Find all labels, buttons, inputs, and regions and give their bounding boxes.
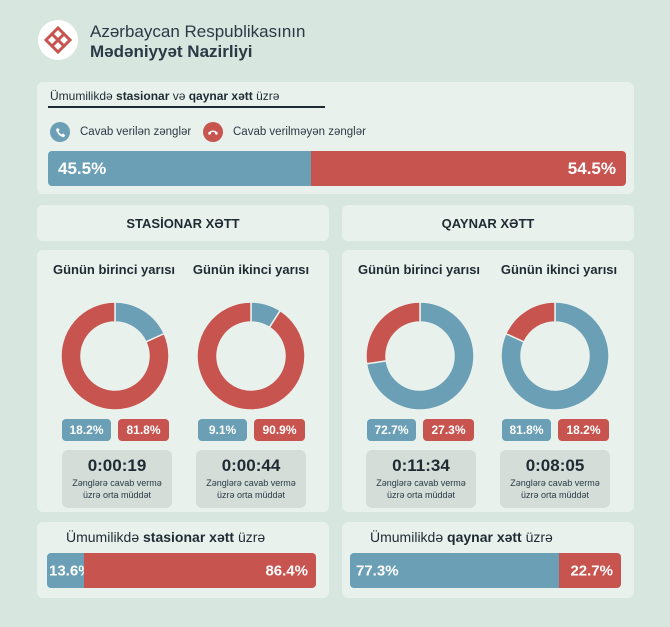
time-caption-line1: Zənglərə cavab vermə (376, 478, 466, 488)
time-caption-line1: Zənglərə cavab vermə (510, 478, 600, 488)
stationary-total-bar: 13.6% 86.4% (47, 553, 316, 588)
hotline-total-title-suffix: üzrə (521, 529, 553, 545)
stationary-total-unanswered-segment: 86.4% (83, 553, 316, 588)
stationary-second-time-box: 0:00:44 Zənglərə cavab vermə üzrə orta m… (196, 450, 306, 508)
stationary-total-answered-label: 13.6% (49, 562, 92, 579)
stationary-total-title-bold: stasionar xətt (143, 529, 235, 545)
overall-title-bold2: qaynar xətt (188, 89, 253, 103)
legend-answered: Cavab verilən zənglər (50, 122, 191, 142)
legend-answered-label: Cavab verilən zənglər (80, 126, 192, 138)
donut-slice-unanswered (504, 301, 556, 343)
time-caption-line1: Zənglərə cavab vermə (72, 478, 162, 488)
stationary-total-title: Ümumilikdə stasionar xətt üzrə (66, 529, 265, 545)
stationary-header-panel (37, 205, 329, 241)
overall-title-mid: və (169, 89, 189, 103)
hotline-column-title: QAYNAR XƏTT (441, 216, 535, 231)
hotline-first-answered-badge: 72.7% (367, 419, 416, 441)
hotline-total-bar: 77.3% 22.7% (350, 553, 621, 588)
donut-slice-unanswered (196, 301, 306, 411)
hotline-first-time: 0:11:34 (392, 456, 450, 475)
overall-answered-segment: 45.5% (48, 151, 311, 186)
hotline-total-title: Ümumilikdə qaynar xətt üzrə (370, 529, 553, 545)
phone-hangup-icon (203, 122, 223, 142)
hotline-second-half-donut (500, 301, 610, 411)
stationary-total-title-prefix: Ümumilikdə (66, 529, 144, 545)
stationary-total-title-suffix: üzrə (234, 529, 266, 545)
hotline-second-half-title: Günün ikinci yarısı (500, 262, 618, 277)
hotline-total-answered-label: 77.3% (356, 562, 399, 579)
header: Azərbaycan Respublikasının Mədəniyyət Na… (38, 14, 638, 68)
overall-unanswered-segment: 54.5% (310, 151, 626, 186)
stationary-total-unanswered-label: 86.4% (265, 562, 308, 579)
stationary-second-unanswered-badge: 90.9% (254, 419, 305, 441)
hotline-second-time-box: 0:08:05 Zənglərə cavab vermə üzrə orta m… (500, 450, 610, 508)
overall-title: Ümumilikdə stasionar və qaynar xətt üzrə (50, 89, 279, 103)
hotline-second-unanswered-badge: 18.2% (558, 419, 609, 441)
legend-unanswered-label: Cavab verilməyən zənglər (233, 126, 366, 138)
time-caption-line2: üzrə orta müddət (520, 490, 590, 500)
overall-unanswered-label: 54.5% (567, 158, 616, 178)
stationary-first-time-box: 0:00:19 Zənglərə cavab vermə üzrə orta m… (62, 450, 172, 508)
stationary-total-answered-segment: 13.6% (47, 553, 92, 588)
hotline-second-answered-badge: 81.8% (502, 419, 551, 441)
hotline-total-title-prefix: Ümumilikdə (370, 529, 448, 545)
stationary-second-time: 0:00:44 (221, 456, 281, 475)
time-caption-line2: üzrə orta müddət (386, 490, 456, 500)
stationary-second-half-donut (196, 301, 306, 411)
donut-slice-answered (365, 301, 475, 411)
hotline-header-panel (342, 205, 634, 241)
stationary-first-unanswered-badge: 81.8% (118, 419, 169, 441)
stationary-second-answered-badge: 9.1% (198, 419, 247, 441)
hotline-total-answered-segment: 77.3% (350, 553, 560, 588)
overall-title-bold1: stasionar (116, 89, 170, 103)
stationary-first-answered-badge: 18.2% (62, 419, 111, 441)
legend-unanswered: Cavab verilməyən zənglər (203, 122, 366, 142)
org-name-line1: Azərbaycan Respublikasının (90, 22, 306, 41)
donut-slice-unanswered (60, 301, 170, 411)
hotline-first-unanswered-badge: 27.3% (423, 419, 474, 441)
donut-slice-answered (114, 301, 166, 343)
overall-title-prefix: Ümumilikdə (50, 89, 117, 103)
stationary-first-half-title: Günün birinci yarısı (52, 262, 176, 277)
hotline-total-unanswered-segment: 22.7% (559, 553, 621, 588)
time-caption-line2: üzrə orta müddət (82, 490, 152, 500)
donut-slice-unanswered (365, 301, 421, 365)
hotline-first-half-title: Günün birinci yarısı (357, 262, 481, 277)
overall-answered-label: 45.5% (58, 158, 107, 178)
time-caption-line2: üzrə orta müddət (216, 490, 286, 500)
phone-icon (50, 122, 70, 142)
overall-title-underline (48, 106, 325, 108)
donut-slice-answered (500, 301, 610, 411)
hotline-total-unanswered-label: 22.7% (570, 562, 613, 579)
hotline-total-title-bold: qaynar xətt (447, 529, 522, 545)
stationary-second-half-title: Günün ikinci yarısı (192, 262, 310, 277)
stationary-column-title: STASİONAR XƏTT (126, 216, 240, 231)
hotline-second-time: 0:08:05 (525, 456, 585, 475)
ornament-logo-icon (38, 20, 78, 60)
org-name-line2: Mədəniyyət Nazirliyi (90, 42, 253, 61)
overall-title-suffix: üzrə (252, 89, 280, 103)
stationary-first-half-donut (60, 301, 170, 411)
stationary-first-time: 0:00:19 (87, 456, 147, 475)
hotline-first-half-donut (365, 301, 475, 411)
time-caption-line1: Zənglərə cavab vermə (206, 478, 296, 488)
hotline-first-time-box: 0:11:34 Zənglərə cavab vermə üzrə orta m… (366, 450, 476, 508)
overall-bar: 45.5% 54.5% (48, 151, 626, 186)
